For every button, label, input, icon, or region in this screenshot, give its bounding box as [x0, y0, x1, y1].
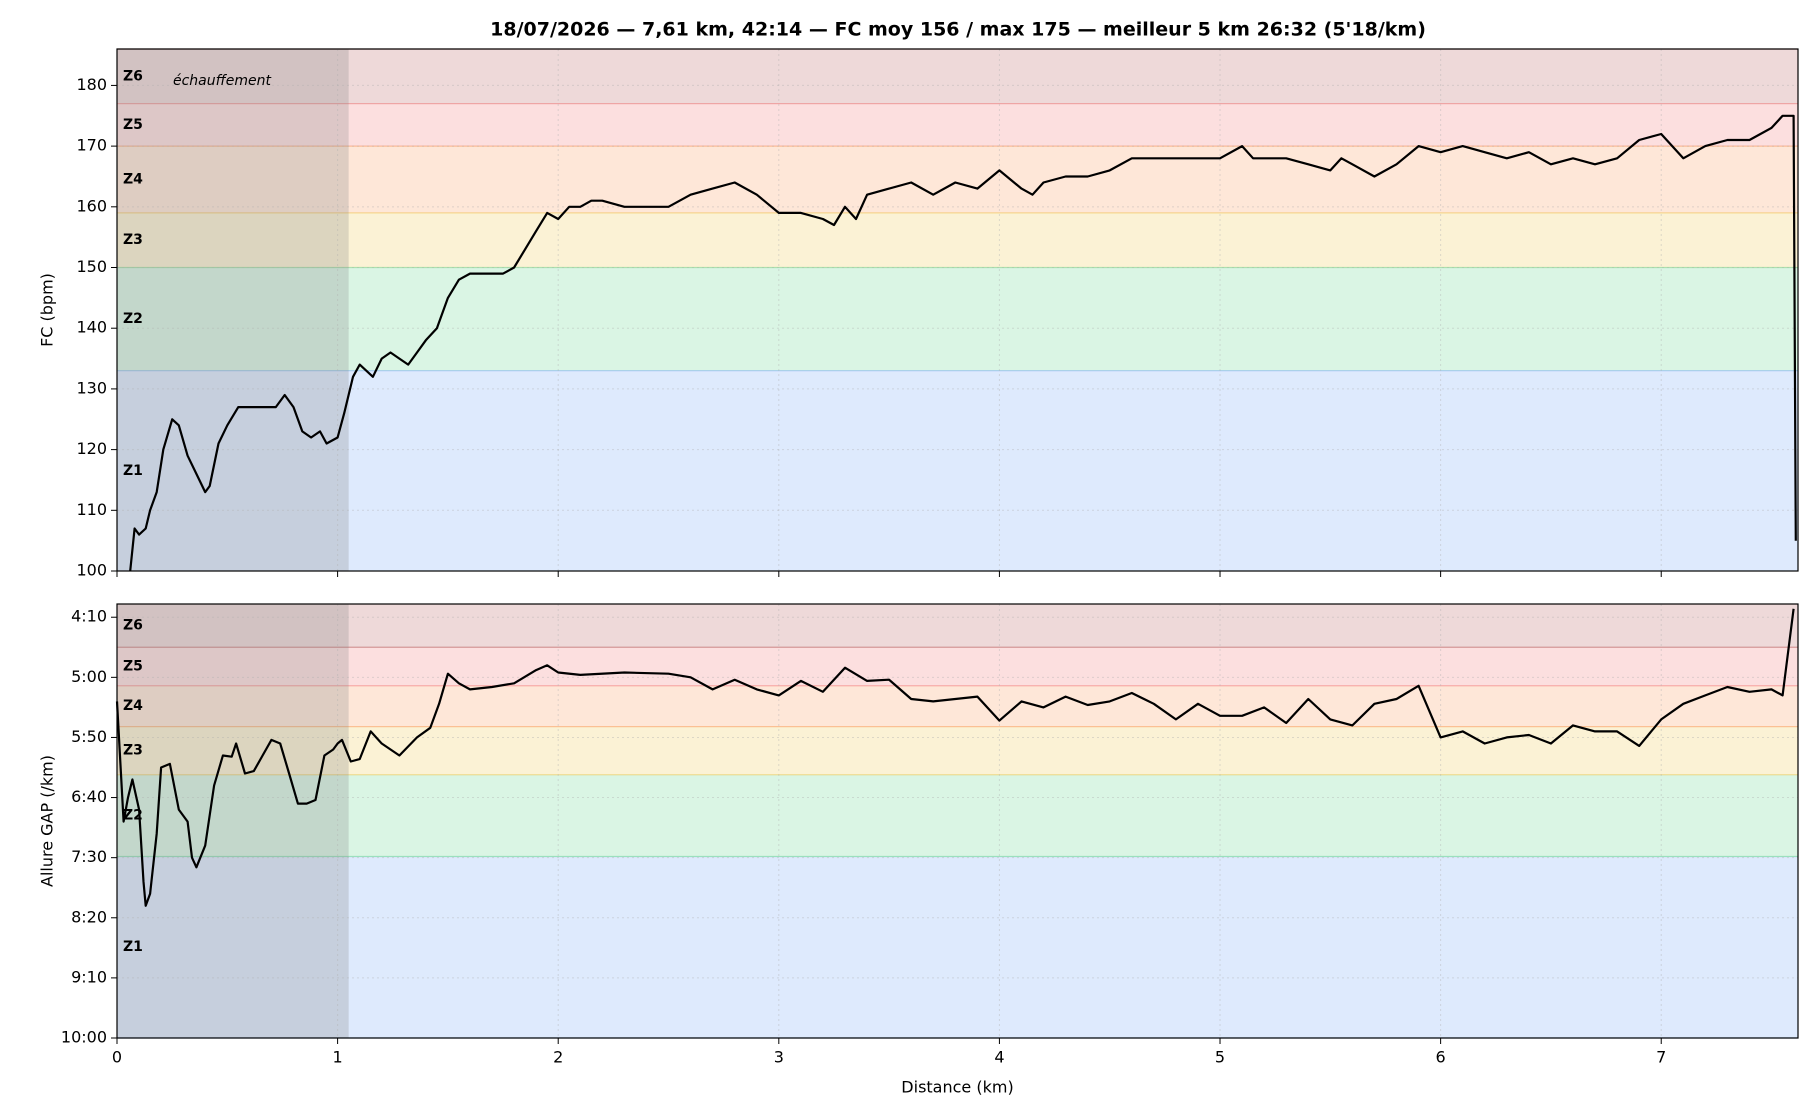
x-tick-label: 3: [774, 1048, 784, 1067]
zone-label: Z4: [123, 698, 143, 714]
y-tick-label: 130: [76, 378, 107, 397]
y-tick-label: 6:40: [71, 787, 107, 806]
zone-label: Z1: [123, 463, 143, 479]
zone-band: [117, 647, 1798, 686]
zone-label: Z2: [123, 808, 143, 824]
x-axis-label: Distance (km): [901, 1078, 1013, 1097]
zone-band: [117, 267, 1798, 371]
y-tick-label: 100: [76, 561, 107, 580]
x-tick-label: 5: [1215, 1048, 1225, 1067]
y-tick-label: 5:50: [71, 727, 107, 746]
zone-label: Z3: [123, 743, 143, 759]
zone-label: Z2: [123, 311, 143, 327]
y-tick-label: 9:10: [71, 967, 107, 986]
zone-label: Z6: [123, 68, 143, 84]
zone-band: [117, 685, 1798, 727]
zone-band: [117, 726, 1798, 775]
y-axis-label: Allure GAP (/km): [38, 755, 57, 887]
plot-frame: [116, 48, 1799, 572]
zone-label: Z4: [123, 172, 143, 188]
x-tick-label: 0: [112, 1048, 122, 1067]
x-tick-label: 2: [553, 1048, 563, 1067]
zone-band: [117, 49, 1798, 104]
x-tick-label: 6: [1436, 1048, 1446, 1067]
zone-label: Z5: [123, 117, 143, 133]
annotation: échauffement: [173, 73, 271, 89]
zone-band: [117, 774, 1798, 857]
y-tick-label: 5:00: [71, 667, 107, 686]
zone-band: [117, 146, 1798, 213]
plot-frame: [116, 603, 1799, 1039]
y-tick-label: 180: [76, 75, 107, 94]
y-tick-label: 10:00: [61, 1028, 107, 1047]
y-tick-label: 8:20: [71, 907, 107, 926]
y-tick-label: 120: [76, 439, 107, 458]
figure-title: 18/07/2026 — 7,61 km, 42:14 — FC moy 156…: [490, 19, 1426, 41]
warmup-shade: [117, 49, 349, 571]
y-tick-label: 150: [76, 257, 107, 276]
zone-label: Z3: [123, 232, 143, 248]
y-tick-label: 160: [76, 196, 107, 215]
line: [115, 608, 1795, 907]
x-tick-label: 1: [333, 1048, 343, 1067]
y-tick-label: 170: [76, 136, 107, 155]
x-tick-label: 7: [1656, 1048, 1666, 1067]
warmup-shade: [117, 604, 349, 1038]
zone-band: [117, 103, 1798, 147]
zone-label: Z5: [123, 659, 143, 675]
zone-label: Z1: [123, 939, 143, 955]
y-tick-label: 4:10: [71, 607, 107, 626]
zone-band: [117, 212, 1798, 268]
x-tick-label: 4: [994, 1048, 1004, 1067]
y-axis-label: FC (bpm): [38, 273, 57, 347]
zone-band: [117, 370, 1798, 571]
y-tick-label: 110: [76, 500, 107, 519]
zone-label: Z6: [123, 618, 143, 634]
y-tick-label: 140: [76, 318, 107, 337]
line: [129, 114, 1797, 572]
zone-band: [117, 604, 1798, 648]
zone-band: [117, 856, 1798, 1038]
y-tick-label: 7:30: [71, 847, 107, 866]
